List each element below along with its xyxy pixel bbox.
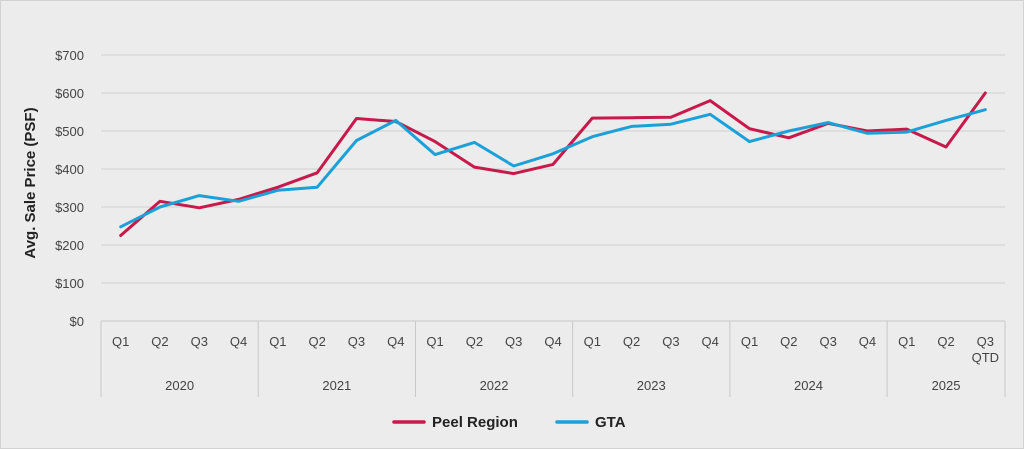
x-tick-label: Q3 bbox=[505, 334, 522, 349]
x-tick-label: Q1 bbox=[112, 334, 129, 349]
y-tick-label: $600 bbox=[55, 86, 84, 101]
x-tick-label: Q3 bbox=[662, 334, 679, 349]
y-axis-ticks: $0 $100 $200 $300 $400 $500 $600 $700 bbox=[55, 48, 84, 329]
y-tick-label: $200 bbox=[55, 238, 84, 253]
x-tick-label: Q1 bbox=[426, 334, 443, 349]
x-tick-label: Q4 bbox=[702, 334, 719, 349]
y-tick-label: $700 bbox=[55, 48, 84, 63]
x-tick-label: Q4 bbox=[230, 334, 247, 349]
x-year-label: 2024 bbox=[794, 378, 823, 393]
x-tick-label: Q2 bbox=[623, 334, 640, 349]
y-tick-label: $500 bbox=[55, 124, 84, 139]
legend: Peel Region GTA bbox=[392, 414, 626, 431]
x-tick-label: Q1 bbox=[269, 334, 286, 349]
y-axis-label: Avg. Sale Price (PSF) bbox=[22, 107, 39, 258]
x-year-label: 2022 bbox=[480, 378, 509, 393]
x-year-label: 2023 bbox=[637, 378, 666, 393]
gridlines bbox=[101, 54, 1005, 322]
x-year-label: 2021 bbox=[322, 378, 351, 393]
legend-label: Peel Region bbox=[432, 414, 518, 431]
x-year-label: 2025 bbox=[932, 378, 961, 393]
y-tick-label: $400 bbox=[55, 162, 84, 177]
series-line-1 bbox=[119, 108, 987, 229]
x-tick-label: Q2 bbox=[937, 334, 954, 349]
x-tick-sublabel: QTD bbox=[972, 350, 999, 365]
category-axis: 2020 2021 2022 2023 2024 2025 Q1 Q2 Q3 Q4 Q1 Q2 Q3 Q4… bbox=[100, 320, 1006, 397]
x-tick-label: Q4 bbox=[859, 334, 876, 349]
x-tick-label: Q3 bbox=[191, 334, 208, 349]
x-tick-label: Q1 bbox=[584, 334, 601, 349]
series-lines bbox=[119, 91, 987, 237]
y-tick-label: $300 bbox=[55, 200, 84, 215]
legend-label: GTA bbox=[595, 414, 626, 431]
x-tick-label: Q1 bbox=[898, 334, 915, 349]
x-tick-label: Q2 bbox=[309, 334, 326, 349]
x-tick-label: Q3 bbox=[348, 334, 365, 349]
x-tick-label: Q2 bbox=[780, 334, 797, 349]
x-tick-label: Q3 bbox=[977, 334, 994, 349]
x-tick-label: Q4 bbox=[387, 334, 404, 349]
y-tick-label: $100 bbox=[55, 276, 84, 291]
x-tick-label: Q4 bbox=[544, 334, 561, 349]
x-tick-label: Q2 bbox=[151, 334, 168, 349]
x-year-label: 2020 bbox=[165, 378, 194, 393]
series-line-0 bbox=[119, 91, 987, 237]
x-tick-label: Q2 bbox=[466, 334, 483, 349]
x-tick-label: Q1 bbox=[741, 334, 758, 349]
y-tick-label: $0 bbox=[70, 314, 84, 329]
x-tick-label: Q3 bbox=[819, 334, 836, 349]
